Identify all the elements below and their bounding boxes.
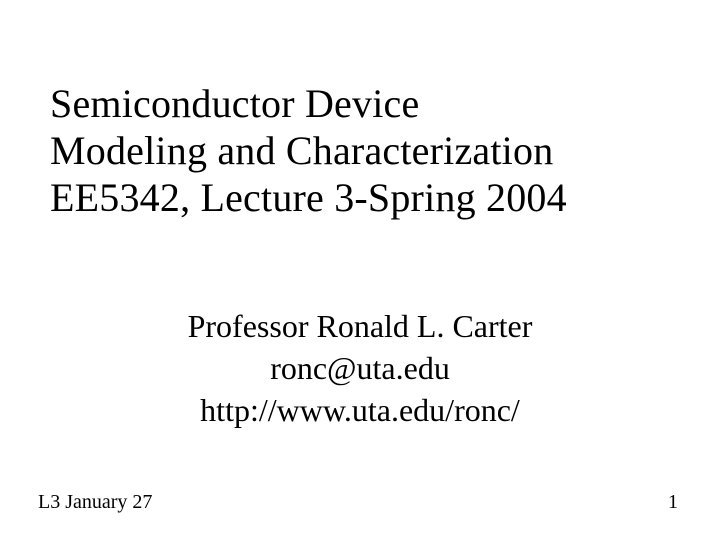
body-block: Professor Ronald L. Carter ronc@uta.edu … (50, 305, 670, 432)
footer-left: L3 January 27 (38, 491, 152, 514)
title-line-1: Semiconductor Device (50, 80, 670, 127)
presenter-email: ronc@uta.edu (50, 347, 670, 389)
presenter-url: http://www.uta.edu/ronc/ (50, 389, 670, 431)
presenter-name: Professor Ronald L. Carter (50, 305, 670, 347)
slide-number: 1 (668, 491, 678, 514)
title-line-2: Modeling and Characterization (50, 127, 670, 174)
title-block: Semiconductor Device Modeling and Charac… (50, 80, 670, 222)
slide: Semiconductor Device Modeling and Charac… (0, 0, 720, 540)
title-line-3: EE5342, Lecture 3-Spring 2004 (50, 174, 670, 221)
